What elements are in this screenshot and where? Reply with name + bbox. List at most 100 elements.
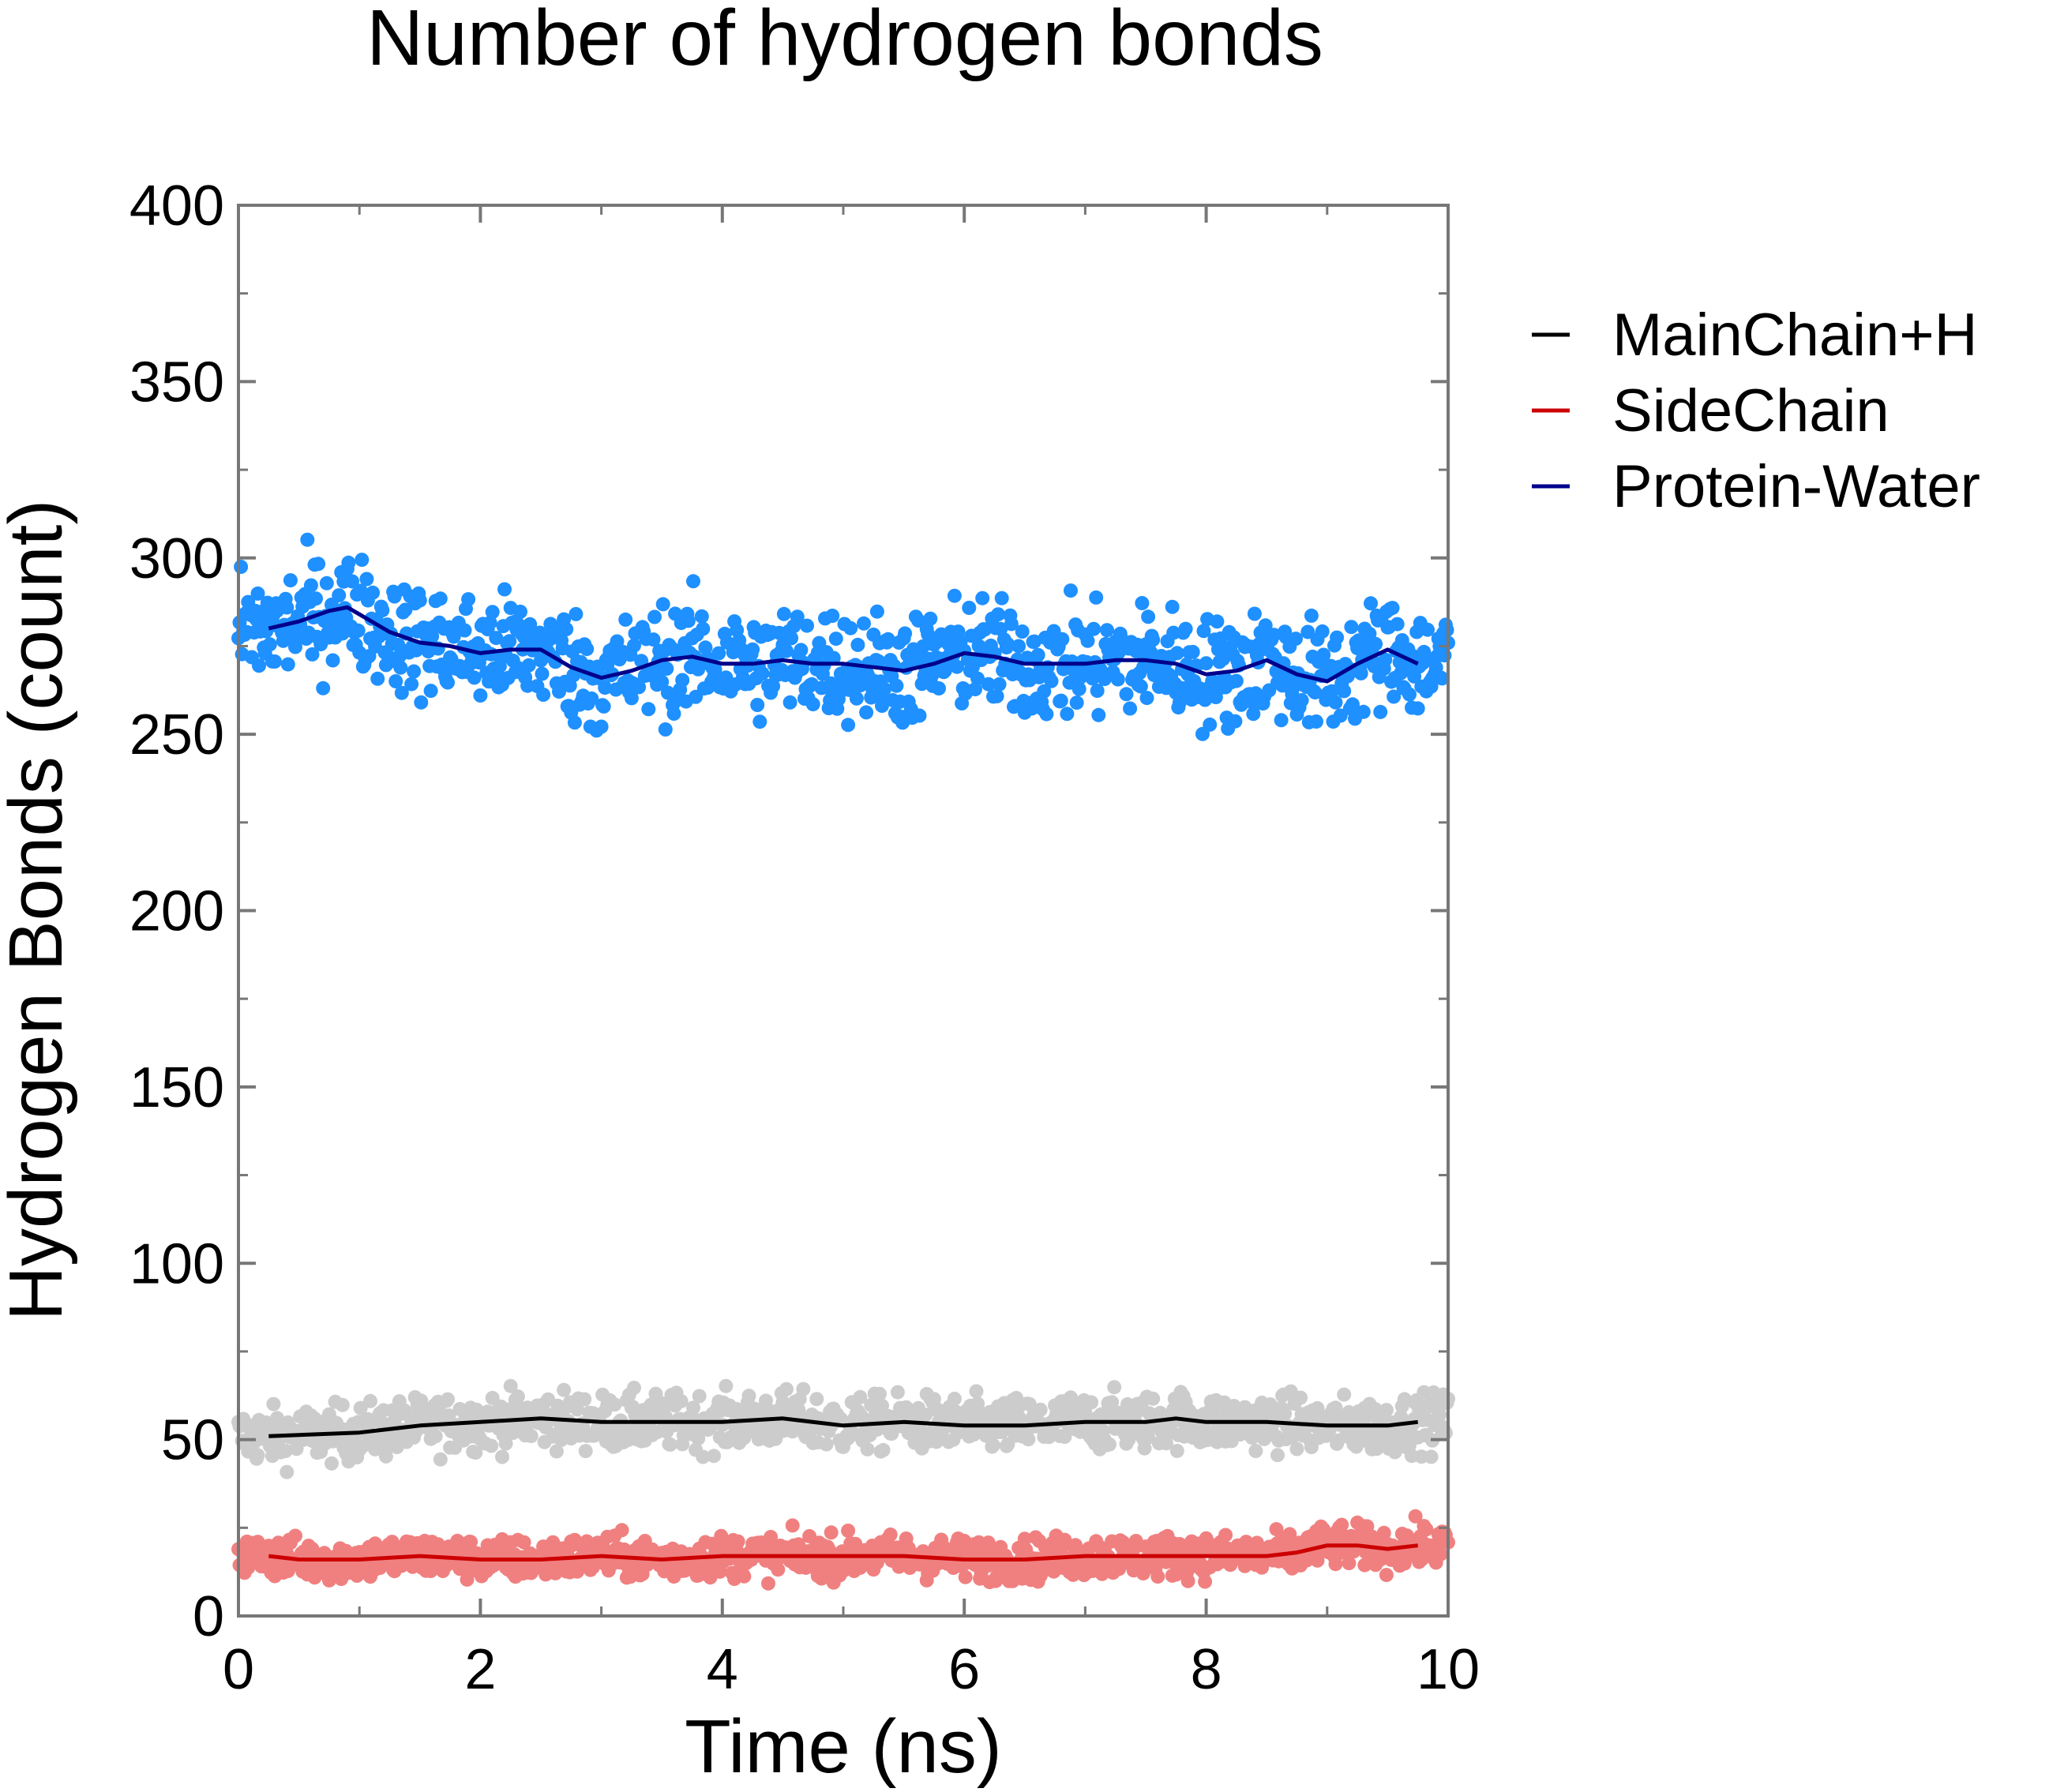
data-point — [916, 639, 931, 654]
data-point — [1438, 1426, 1453, 1441]
data-point — [569, 606, 584, 621]
data-point — [805, 697, 820, 712]
data-point — [482, 615, 497, 630]
data-point — [510, 1389, 525, 1404]
data-point — [641, 702, 656, 717]
data-point — [521, 658, 536, 673]
data-point — [567, 715, 582, 730]
data-point — [647, 609, 662, 624]
data-point — [745, 642, 760, 657]
data-point — [1143, 644, 1158, 659]
sidechain-line — [268, 1543, 1418, 1561]
data-point — [412, 593, 427, 608]
data-point — [975, 590, 990, 605]
data-point — [707, 1449, 722, 1464]
data-point — [991, 607, 1006, 622]
data-point — [1017, 1531, 1032, 1546]
data-point — [779, 643, 794, 658]
data-point — [484, 1438, 499, 1453]
data-point — [841, 1524, 856, 1538]
data-point — [280, 600, 295, 615]
data-point — [234, 560, 249, 574]
data-point — [969, 1384, 984, 1399]
data-point — [696, 621, 711, 636]
data-point — [776, 606, 791, 621]
y-tick-label: 400 — [129, 174, 224, 238]
data-point — [1394, 1409, 1409, 1424]
data-point — [502, 634, 517, 649]
data-point — [696, 1449, 711, 1464]
data-point — [335, 1397, 350, 1412]
data-point — [825, 609, 840, 623]
data-point — [503, 1378, 518, 1393]
data-point — [1397, 1556, 1412, 1571]
data-point — [303, 578, 318, 593]
data-point — [1133, 679, 1148, 694]
sidechain-points — [231, 1509, 1455, 1591]
data-point — [580, 642, 595, 657]
data-point — [691, 1431, 706, 1446]
data-point — [681, 613, 696, 628]
data-point — [1328, 695, 1343, 710]
data-point — [618, 612, 633, 627]
data-point — [1289, 1441, 1304, 1456]
data-point — [1289, 632, 1303, 647]
data-point — [596, 699, 611, 714]
data-point — [1419, 1522, 1434, 1537]
data-point — [660, 685, 675, 700]
data-point — [659, 662, 674, 676]
data-point — [1324, 684, 1339, 699]
data-point — [1432, 1408, 1447, 1423]
data-point — [516, 1535, 531, 1550]
data-point — [1397, 1392, 1412, 1407]
data-point — [841, 718, 856, 733]
data-point — [450, 1533, 465, 1548]
data-point — [1362, 626, 1377, 641]
data-point — [305, 647, 320, 662]
data-point — [791, 1402, 806, 1417]
data-point — [559, 622, 574, 636]
data-point — [796, 1381, 811, 1396]
data-point — [311, 557, 326, 572]
data-point — [280, 657, 295, 672]
data-point — [646, 632, 661, 647]
data-point — [662, 1437, 677, 1452]
data-point — [1150, 1569, 1165, 1584]
data-point — [1141, 609, 1156, 624]
data-point — [986, 1438, 1000, 1453]
data-point — [495, 1449, 509, 1464]
data-point — [779, 1381, 794, 1396]
data-point — [250, 1448, 265, 1463]
data-point — [1345, 697, 1360, 712]
data-point — [266, 1396, 281, 1411]
data-point — [1433, 1546, 1448, 1561]
data-point — [288, 1528, 302, 1543]
data-point — [1294, 693, 1309, 707]
data-point — [1015, 624, 1030, 639]
data-point — [850, 637, 865, 652]
data-point — [1091, 707, 1106, 722]
data-point — [860, 1441, 875, 1456]
data-point — [978, 622, 993, 637]
data-point — [1137, 1441, 1152, 1456]
y-tick-label: 300 — [129, 527, 224, 590]
data-point — [262, 637, 277, 652]
data-point — [883, 1527, 898, 1542]
data-point — [912, 708, 927, 723]
data-point — [1086, 621, 1101, 636]
data-point — [1309, 714, 1323, 729]
data-point — [675, 673, 690, 688]
data-point — [1102, 1437, 1116, 1452]
data-point — [826, 650, 841, 665]
data-point — [363, 1393, 377, 1408]
data-point — [535, 666, 550, 681]
data-point — [655, 674, 670, 689]
data-point — [966, 1427, 981, 1442]
y-tick-label: 150 — [129, 1056, 224, 1119]
data-point — [686, 574, 700, 589]
data-point — [1000, 637, 1015, 652]
data-point — [1248, 1444, 1263, 1458]
data-point — [1353, 665, 1368, 680]
data-point — [1368, 1402, 1383, 1417]
data-point — [782, 695, 797, 710]
